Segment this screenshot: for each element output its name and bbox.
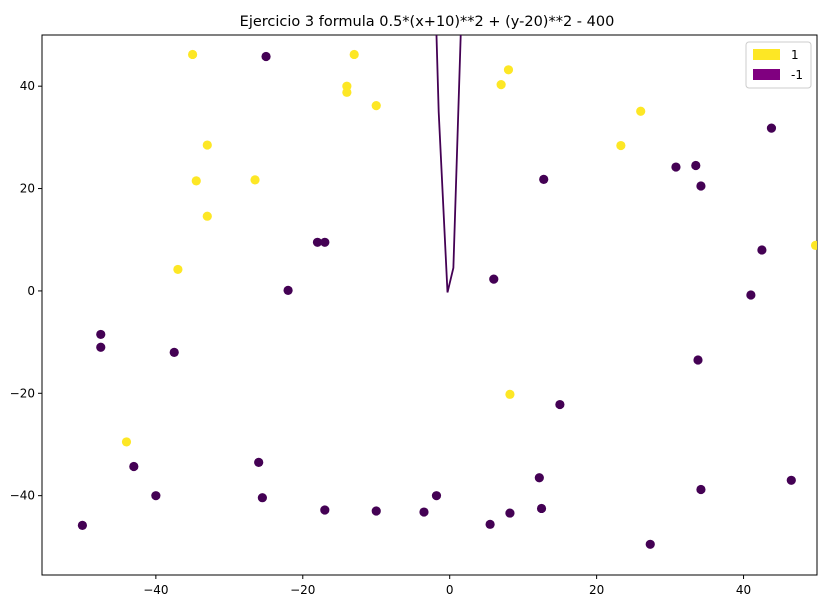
scatter-point-class-pos [810,240,817,250]
y-tick-label: −40 [10,489,35,503]
x-tick-label: −20 [290,583,315,597]
scatter-point-class-neg [671,162,681,172]
scatter-point-class-neg [129,461,139,472]
scatter-point-class-pos [371,101,381,111]
scatter-point-class-neg [691,160,701,171]
scatter-point-class-neg [257,493,267,503]
scatter-point-class-neg [696,181,706,191]
legend-swatch [753,69,780,80]
scatter-point-class-neg [696,484,706,495]
scatter-point-class-pos [616,140,626,151]
scatter-point-class-neg [312,237,323,247]
y-tick-label: 40 [20,79,35,93]
x-tick-label: 40 [736,583,751,597]
scatter-point-class-neg [746,290,756,300]
y-tick-label: 20 [20,182,35,196]
scatter-point-class-neg [757,245,767,255]
scatter-point-class-neg [96,342,106,352]
decision-boundary [435,35,462,293]
x-tick-label: 0 [446,583,454,597]
scatter-point-class-neg [283,285,293,296]
scatter-point-class-pos [121,437,132,447]
scatter-point-class-neg [786,475,796,485]
scatter-point-class-pos [636,106,646,116]
legend-label: 1 [791,48,799,62]
contour-line [435,35,462,293]
scatter-point-class-neg [320,237,330,247]
y-axis: −40 −20 0 20 40 [10,79,42,503]
legend-swatch [753,49,780,60]
scatter-point-class-pos [342,87,352,97]
scatter-point-class-neg [539,174,549,184]
scatter-point-class-pos [250,175,260,185]
scatter-point-class-neg [431,491,442,501]
scatter-point-class-neg [96,329,106,340]
scatter-point-class-pos [187,49,198,60]
legend-label: -1 [791,68,803,82]
chart-title: Ejercicio 3 formula 0.5*(x+10)**2 + (y-2… [240,14,615,30]
legend: 1-1 [745,41,812,89]
scatter-point-class-neg [371,506,381,516]
scatter-point-class-neg [693,355,703,365]
plot-area [41,34,818,576]
scatter-point-class-neg [485,519,495,529]
y-tick-label: 0 [27,284,35,298]
scatter-point-class-pos [173,264,183,275]
scatter-point-class-neg [261,51,271,62]
scatter-point-class-neg [77,520,88,530]
scatter-point-class-pos [349,49,359,60]
y-tick-label: −20 [10,386,35,400]
scatter-point-class-pos [496,80,506,90]
scatter-point-class-neg [254,457,264,467]
scatter-point-class-neg [534,473,544,483]
scatter-point-class-pos [505,389,515,399]
scatter-point-class-neg [169,347,179,357]
scatter-point-class-neg [489,274,499,284]
scatter-point-class-neg [320,505,330,515]
scatter-point-class-pos [202,140,212,150]
scatter-point-class-pos [503,65,514,75]
scatter-point-class-neg [555,399,565,410]
scatter-point-class-neg [766,123,777,133]
scatter-point-class-pos [202,211,212,221]
plot-frame [41,34,818,576]
scatter-point-class-neg [645,539,655,549]
data-points [77,49,817,549]
scatter-point-class-neg [151,491,161,501]
x-tick-label: 20 [589,583,604,597]
scatter-point-class-pos [191,176,201,186]
scatter-point-class-neg [505,508,515,518]
x-tick-label: −40 [143,583,168,597]
scatter-point-class-neg [419,507,429,517]
scatter-point-class-neg [536,503,547,514]
x-axis: −40 −20 0 20 40 [143,575,751,597]
